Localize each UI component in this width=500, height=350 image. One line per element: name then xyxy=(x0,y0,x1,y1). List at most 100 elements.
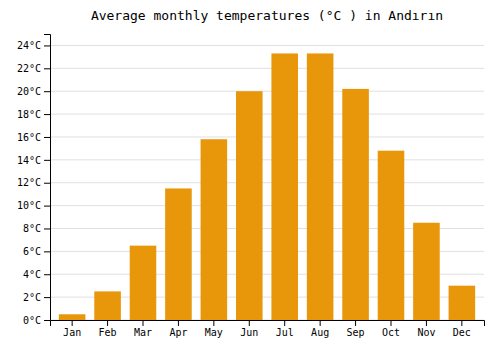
grid-line xyxy=(50,114,484,115)
grid-line xyxy=(50,205,484,206)
y-tick-mark xyxy=(44,297,50,298)
x-tick-label: Dec xyxy=(453,327,471,338)
x-tick: Oct xyxy=(382,320,400,338)
y-tick: 2°C xyxy=(23,292,50,303)
x-axis: Jan Feb Mar Apr May Jun Jul Aug Sep Oct Nov Dec xyxy=(51,320,485,338)
grid-line xyxy=(50,182,484,183)
x-tick-label: Apr xyxy=(169,327,187,338)
x-axis-line xyxy=(51,321,485,327)
x-tick-label: Jan xyxy=(63,327,81,338)
x-tick-mark xyxy=(72,320,73,326)
y-tick: 8°C xyxy=(23,223,50,234)
y-tick-label: 6°C xyxy=(23,246,41,257)
bar xyxy=(94,291,121,320)
y-tick-mark xyxy=(44,274,50,275)
x-tick-mark xyxy=(355,320,356,326)
bar xyxy=(236,91,263,320)
x-tick: Aug xyxy=(311,320,329,338)
y-tick: 4°C xyxy=(23,269,50,280)
y-tick-label: 14°C xyxy=(17,155,41,166)
bar xyxy=(307,53,334,320)
x-tick-mark xyxy=(320,320,321,326)
bar xyxy=(449,286,476,320)
bar xyxy=(413,223,440,320)
y-tick: 12°C xyxy=(17,177,50,188)
x-tick-mark xyxy=(461,320,462,326)
y-tick: 24°C xyxy=(17,40,50,51)
y-tick-label: 4°C xyxy=(23,269,41,280)
x-tick: Dec xyxy=(453,320,471,338)
y-axis: 0°C 2°C 4°C 6°C 8°C 10°C 12°C 14°C 16°C 18°C 20°C 2… xyxy=(17,35,51,326)
x-tick-label: Aug xyxy=(311,327,329,338)
x-tick: Jul xyxy=(276,320,294,338)
y-tick-mark xyxy=(44,68,50,69)
bar xyxy=(271,53,298,320)
grid-line xyxy=(50,159,484,160)
x-tick-label: Jun xyxy=(240,327,258,338)
bars xyxy=(59,53,475,320)
x-tick-mark xyxy=(249,320,250,326)
x-tick: Apr xyxy=(169,320,187,338)
bar xyxy=(165,188,192,320)
x-tick-mark xyxy=(107,320,108,326)
y-tick-label: 8°C xyxy=(23,223,41,234)
x-tick-label: Feb xyxy=(99,327,117,338)
x-tick-label: Jul xyxy=(276,327,294,338)
x-tick-mark xyxy=(426,320,427,326)
y-tick-mark xyxy=(44,114,50,115)
bar xyxy=(59,314,86,320)
y-tick-mark xyxy=(44,206,50,207)
bar xyxy=(130,246,157,320)
y-tick-label: 10°C xyxy=(17,200,41,211)
y-tick-label: 22°C xyxy=(17,63,41,74)
plot: 0°C 2°C 4°C 6°C 8°C 10°C 12°C 14°C 16°C 18°C 20°C 2… xyxy=(17,35,485,339)
chart: 0°C 2°C 4°C 6°C 8°C 10°C 12°C 14°C 16°C 18°C 20°C 2… xyxy=(0,0,500,350)
y-tick-mark xyxy=(44,45,50,46)
y-tick-label: 24°C xyxy=(17,40,41,51)
x-tick: Nov xyxy=(417,320,435,338)
y-tick-label: 2°C xyxy=(23,292,41,303)
x-tick: Jun xyxy=(240,320,258,338)
x-tick-mark xyxy=(213,320,214,326)
y-tick: 14°C xyxy=(17,155,50,166)
bar xyxy=(378,151,405,320)
y-tick: 20°C xyxy=(17,86,50,97)
y-tick: 16°C xyxy=(17,132,50,143)
y-tick-mark xyxy=(44,91,50,92)
x-tick-label: Nov xyxy=(417,327,435,338)
y-tick: 18°C xyxy=(17,109,50,120)
x-tick-mark xyxy=(391,320,392,326)
y-tick-mark xyxy=(44,160,50,161)
x-tick-label: May xyxy=(205,327,223,338)
grid xyxy=(50,45,484,320)
x-tick: May xyxy=(205,320,223,338)
x-tick-label: Oct xyxy=(382,327,400,338)
y-tick-mark xyxy=(44,137,50,138)
x-tick-mark xyxy=(178,320,179,326)
x-tick-mark xyxy=(284,320,285,326)
x-tick-mark xyxy=(143,320,144,326)
x-tick: Sep xyxy=(347,320,365,338)
y-axis-line xyxy=(44,35,51,321)
y-tick-mark xyxy=(44,251,50,252)
y-tick-mark xyxy=(44,183,50,184)
grid-line xyxy=(50,136,484,137)
grid-line xyxy=(50,45,484,46)
x-tick: Mar xyxy=(134,320,152,338)
title: Average monthly temperatures (°C ) in An… xyxy=(91,8,443,23)
x-tick: Feb xyxy=(99,320,117,338)
y-tick-label: 0°C xyxy=(23,315,41,326)
y-tick: 22°C xyxy=(17,63,50,74)
grid-line xyxy=(50,91,484,92)
bar xyxy=(342,89,369,320)
grid-line xyxy=(50,68,484,69)
bar xyxy=(201,139,228,320)
x-tick-label: Sep xyxy=(347,327,365,338)
y-tick: 0°C xyxy=(23,315,50,326)
y-tick-label: 12°C xyxy=(17,177,41,188)
y-tick-label: 20°C xyxy=(17,86,41,97)
y-tick-mark xyxy=(44,320,50,321)
y-tick: 10°C xyxy=(17,200,50,211)
y-tick-label: 18°C xyxy=(17,109,41,120)
y-tick-label: 16°C xyxy=(17,132,41,143)
